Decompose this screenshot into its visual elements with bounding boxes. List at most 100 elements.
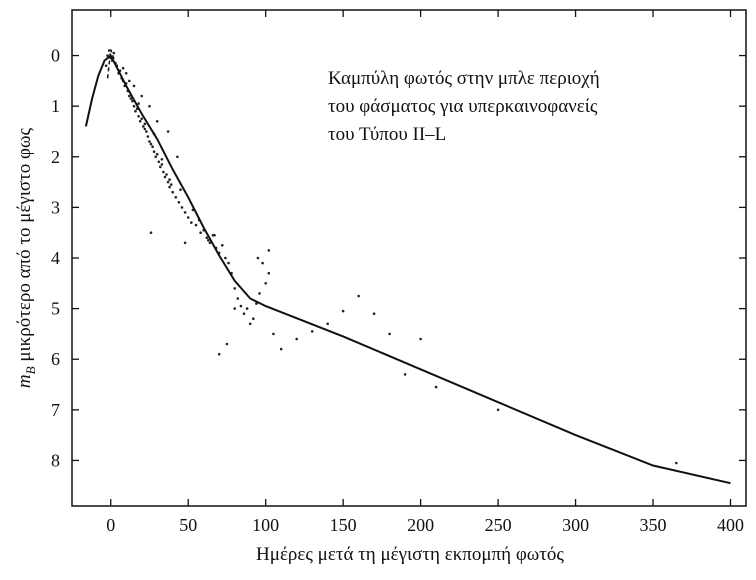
y-tick-label: 5	[51, 299, 60, 319]
y-tick-labels: 0 1 2 3 4 5 6 7 8	[51, 46, 60, 471]
data-point	[199, 231, 202, 234]
data-point	[267, 249, 271, 252]
annotation-text: Καμπύλη φωτός στην μπλε περιοχή του φάσμ…	[328, 68, 600, 145]
data-point	[134, 109, 137, 113]
data-point	[162, 170, 165, 174]
data-point	[145, 130, 148, 133]
data-point	[675, 461, 678, 465]
x-tick-label: 100	[252, 515, 279, 535]
data-point	[159, 165, 162, 169]
data-point	[138, 120, 142, 123]
data-point	[128, 79, 131, 83]
data-point	[183, 241, 187, 245]
data-point	[295, 337, 299, 341]
data-points	[104, 49, 678, 465]
data-point	[180, 206, 184, 209]
data-point	[225, 342, 229, 346]
data-point	[149, 142, 153, 146]
data-point	[160, 158, 164, 161]
data-point	[169, 183, 173, 186]
data-point	[245, 307, 249, 310]
x-tick-label: 150	[330, 515, 357, 535]
data-point	[186, 216, 190, 219]
data-point	[142, 125, 145, 128]
y-tick-label: 4	[51, 248, 60, 268]
data-point	[403, 373, 407, 376]
data-point	[160, 163, 164, 166]
y-tick-label: 7	[51, 400, 60, 420]
data-point	[233, 287, 236, 290]
light-curve-line	[84, 54, 731, 485]
data-point	[227, 261, 230, 265]
data-point	[236, 297, 240, 300]
axis-ticks	[72, 10, 746, 506]
data-point	[112, 51, 116, 55]
y-tick-label: 1	[51, 96, 60, 116]
data-point	[106, 54, 109, 57]
data-point	[155, 152, 159, 156]
data-point	[310, 330, 314, 333]
y-axis-title-sub: B	[23, 366, 38, 374]
data-point	[205, 236, 209, 240]
data-point	[121, 66, 125, 70]
data-point	[157, 160, 161, 164]
data-point	[128, 94, 131, 98]
data-point	[146, 135, 150, 138]
data-point	[177, 201, 181, 204]
data-point	[208, 241, 212, 245]
data-point	[154, 155, 157, 159]
data-point	[213, 233, 216, 237]
data-point	[207, 239, 210, 242]
annotation-line-3: του Τύπου II–L	[328, 124, 446, 145]
data-point	[233, 307, 236, 310]
data-point	[496, 408, 500, 412]
y-axis-title-main: m	[14, 374, 35, 388]
annotation-line-2: του φάσματος για υπερκαινοφανείς	[328, 96, 598, 117]
data-point	[239, 304, 243, 308]
data-point	[190, 221, 193, 224]
data-point	[107, 49, 111, 52]
data-point	[168, 178, 171, 181]
x-axis-title: Ημέρες μετά τη μέγιστη εκπομπή φωτός	[256, 544, 564, 565]
data-point	[221, 244, 224, 247]
data-point	[124, 72, 128, 75]
data-point	[137, 102, 140, 105]
y-tick-label: 0	[51, 46, 60, 66]
data-point	[224, 256, 227, 260]
data-point	[163, 175, 167, 179]
data-point	[168, 185, 171, 189]
x-tick-label: 0	[106, 515, 115, 535]
data-point	[152, 150, 156, 153]
data-point	[434, 385, 438, 389]
x-tick-label: 250	[485, 515, 512, 535]
data-point	[104, 64, 108, 67]
data-point	[272, 332, 275, 336]
data-point	[143, 122, 147, 126]
peak-dashed-line	[106, 49, 117, 79]
y-tick-label: 6	[51, 349, 60, 369]
data-point	[148, 104, 151, 108]
y-tick-label: 8	[51, 450, 60, 470]
data-point	[151, 145, 154, 148]
data-point	[248, 322, 252, 326]
data-point	[419, 337, 422, 341]
y-axis-title: mB μικρότερο από το μέγιστο φως	[14, 127, 38, 388]
data-point	[179, 188, 182, 191]
data-point	[183, 211, 187, 214]
data-point	[326, 322, 330, 326]
data-point	[171, 190, 174, 194]
annotation-line-1: Καμπύλη φωτός στην μπλε περιοχή	[328, 68, 600, 89]
data-point	[143, 127, 147, 131]
data-point	[165, 173, 168, 176]
data-point	[264, 282, 268, 285]
y-tick-label: 3	[51, 197, 60, 217]
y-tick-label: 2	[51, 147, 60, 167]
data-point	[166, 180, 170, 184]
x-tick-label: 50	[179, 515, 197, 535]
x-tick-label: 200	[407, 515, 434, 535]
data-point	[242, 312, 246, 316]
x-tick-label: 300	[562, 515, 589, 535]
data-point	[258, 292, 261, 295]
data-point	[357, 294, 360, 298]
